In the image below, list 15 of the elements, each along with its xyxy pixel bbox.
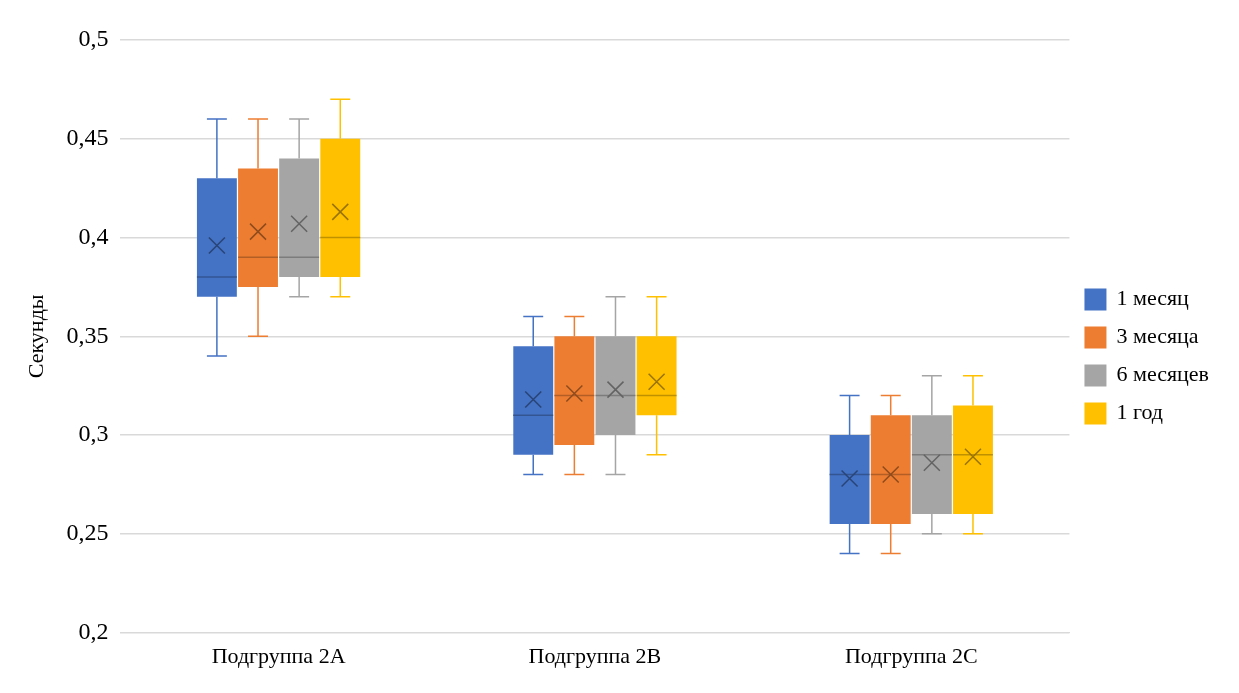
- y-tick-label: 0,35: [66, 321, 109, 348]
- y-tick-label: 0,2: [78, 617, 109, 644]
- legend-label: 3 месяца: [1116, 323, 1199, 349]
- x-tick-label: Подгруппа 2B: [528, 642, 662, 668]
- y-tick-label: 0,5: [78, 25, 109, 52]
- legend-label: 1 месяц: [1116, 285, 1190, 311]
- y-axis-title: Секунды: [22, 294, 48, 379]
- y-tick-label: 0,4: [78, 222, 109, 249]
- legend-label: 1 год: [1116, 399, 1163, 425]
- y-tick-label: 0,45: [66, 124, 109, 151]
- y-tick-label: 0,3: [78, 420, 109, 447]
- x-tick-label: Подгруппа 2A: [211, 642, 346, 668]
- y-tick-label: 0,25: [66, 519, 109, 546]
- x-tick-label: Подгруппа 2C: [844, 642, 978, 668]
- legend-label: 6 месяцев: [1116, 361, 1209, 387]
